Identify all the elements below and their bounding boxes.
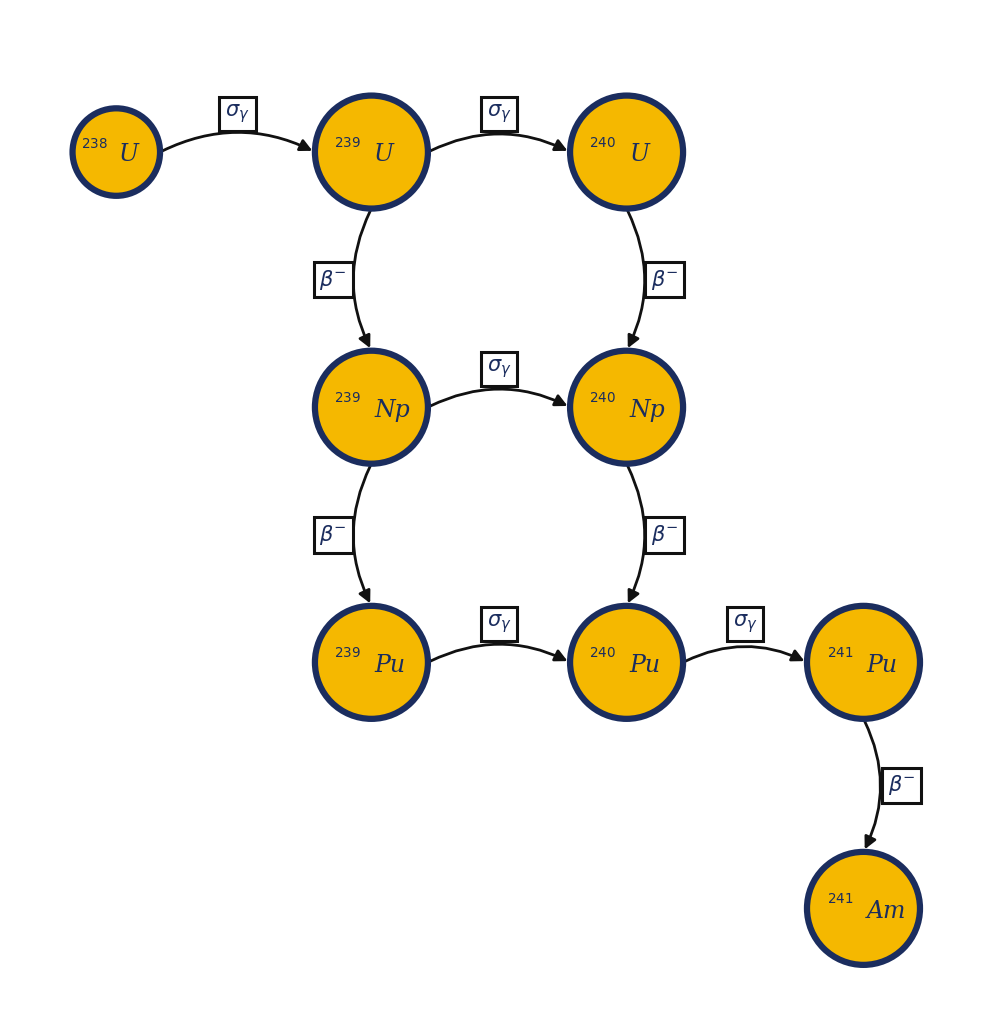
FancyArrowPatch shape bbox=[686, 646, 801, 662]
Text: $\beta^{-}$: $\beta^{-}$ bbox=[888, 773, 915, 798]
FancyArrowPatch shape bbox=[628, 466, 645, 600]
Text: $^{240}$: $^{240}$ bbox=[589, 393, 617, 412]
Text: $\sigma_{\gamma}$: $\sigma_{\gamma}$ bbox=[733, 612, 757, 636]
Circle shape bbox=[570, 606, 683, 719]
Text: Pu: Pu bbox=[630, 653, 661, 677]
Text: $^{238}$: $^{238}$ bbox=[82, 139, 109, 158]
FancyArrowPatch shape bbox=[628, 211, 645, 345]
Circle shape bbox=[73, 109, 160, 196]
Text: $\beta^{-}$: $\beta^{-}$ bbox=[651, 267, 679, 292]
Text: $\sigma_{\gamma}$: $\sigma_{\gamma}$ bbox=[226, 102, 250, 125]
Text: $^{241}$: $^{241}$ bbox=[826, 895, 853, 912]
Circle shape bbox=[315, 350, 428, 464]
Text: Pu: Pu bbox=[866, 653, 897, 677]
Text: $^{241}$: $^{241}$ bbox=[826, 649, 853, 667]
FancyArrowPatch shape bbox=[430, 644, 565, 662]
Circle shape bbox=[570, 95, 683, 209]
Circle shape bbox=[807, 606, 920, 719]
Text: $\sigma_{\gamma}$: $\sigma_{\gamma}$ bbox=[487, 357, 511, 380]
Text: Am: Am bbox=[866, 900, 906, 923]
FancyArrowPatch shape bbox=[864, 721, 880, 847]
Text: U: U bbox=[119, 142, 139, 166]
Text: $\beta^{-}$: $\beta^{-}$ bbox=[319, 267, 347, 292]
Text: Np: Np bbox=[374, 398, 410, 422]
Text: $\sigma_{\gamma}$: $\sigma_{\gamma}$ bbox=[487, 612, 511, 636]
FancyArrowPatch shape bbox=[163, 132, 309, 151]
Text: $\beta^{-}$: $\beta^{-}$ bbox=[651, 523, 679, 547]
FancyArrowPatch shape bbox=[353, 466, 370, 600]
Circle shape bbox=[315, 606, 428, 719]
Text: Pu: Pu bbox=[374, 653, 405, 677]
Text: U: U bbox=[374, 143, 394, 166]
Text: $^{240}$: $^{240}$ bbox=[589, 649, 617, 667]
Circle shape bbox=[315, 95, 428, 209]
Circle shape bbox=[570, 350, 683, 464]
FancyArrowPatch shape bbox=[430, 134, 565, 151]
Text: $^{239}$: $^{239}$ bbox=[334, 649, 361, 667]
Text: $^{239}$: $^{239}$ bbox=[334, 393, 361, 412]
Text: U: U bbox=[630, 143, 650, 166]
Text: Np: Np bbox=[630, 398, 665, 422]
FancyArrowPatch shape bbox=[430, 389, 565, 406]
FancyArrowPatch shape bbox=[353, 211, 370, 345]
Text: $^{239}$: $^{239}$ bbox=[334, 138, 361, 157]
Text: $^{240}$: $^{240}$ bbox=[589, 138, 617, 157]
Circle shape bbox=[807, 852, 920, 965]
Text: $\beta^{-}$: $\beta^{-}$ bbox=[319, 523, 347, 547]
Text: $\sigma_{\gamma}$: $\sigma_{\gamma}$ bbox=[487, 102, 511, 125]
